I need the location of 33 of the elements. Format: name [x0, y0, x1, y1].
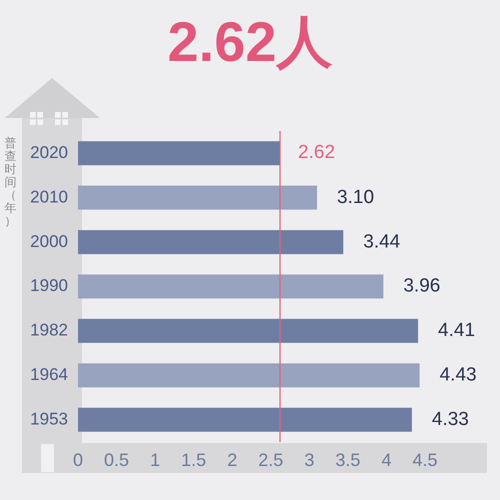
x-tick-label: 4 — [381, 450, 392, 470]
bar — [78, 141, 280, 166]
data-label: 3.96 — [403, 276, 440, 297]
x-tick-label: 2 — [227, 450, 238, 470]
bar — [78, 186, 318, 210]
bar — [78, 318, 418, 343]
data-label: 3.10 — [337, 186, 374, 208]
x-tick-label: 3.5 — [335, 450, 360, 470]
x-tick-label: 3 — [304, 450, 314, 470]
x-tick-label: 1 — [150, 450, 160, 470]
y-tick-label: 2010 — [30, 187, 68, 206]
bar — [78, 274, 384, 298]
chart-title: 2.62人 — [166, 10, 334, 73]
y-tick-label: 2000 — [30, 232, 68, 251]
y-tick-label: 1964 — [30, 365, 68, 384]
data-label: 4.33 — [432, 409, 469, 430]
ref-line-label: 2.62 — [298, 142, 336, 164]
data-label: 3.44 — [363, 231, 401, 252]
y-tick-label: 1990 — [30, 276, 68, 296]
data-label: 4.43 — [440, 364, 477, 386]
bar — [78, 363, 420, 388]
x-tick-label: 1.5 — [181, 450, 206, 470]
y-tick-label: 2020 — [30, 142, 68, 162]
data-label: 4.41 — [438, 320, 476, 342]
x-tick-label: 2.5 — [258, 450, 284, 470]
x-tick-label: 0.5 — [104, 450, 130, 470]
y-axis-title: 普查时间（年） — [4, 136, 17, 228]
bar — [78, 408, 412, 432]
y-tick-label: 1982 — [30, 320, 68, 340]
bar — [78, 230, 344, 254]
x-tick-label: 4.5 — [412, 450, 438, 470]
y-tick-label: 1953 — [30, 409, 68, 428]
x-tick-label: 0 — [72, 450, 84, 470]
